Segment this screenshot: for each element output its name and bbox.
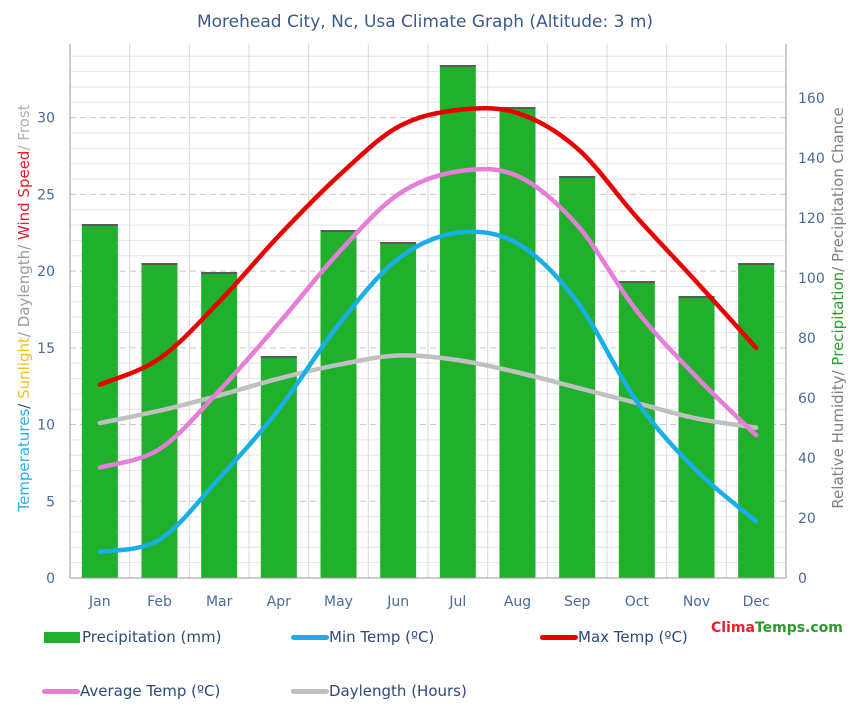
right-tick-label: 40 [798,451,816,467]
x-axis-ticks: Jan Feb Mar Apr May Jun Jul Aug Sep Oct Nov Dec [88,594,770,610]
axis-label-part: Relative Humidity/ [829,366,847,509]
x-tick-label: Oct [625,594,650,610]
temperature-lines [97,106,759,555]
left-tick-label: 30 [37,111,55,127]
x-tick-label: Nov [683,594,710,610]
right-tick-label: 20 [798,511,816,527]
precipitation-bar-jul [439,65,476,578]
right-tick-label: 140 [798,151,825,167]
min-temp-line [97,229,759,555]
left-axis-ticks: 0 5 10 15 20 25 30 [37,111,55,587]
precipitation-bar-jan [81,224,118,578]
precipitation-bar-jun [380,242,417,578]
brand-logo[interactable]: ClimaTemps.com [711,620,843,636]
precipitation-bar-aug [499,107,536,578]
right-tick-label: 160 [798,91,825,107]
right-axis-label: Relative Humidity/ Precipitation/ Precip… [829,107,847,508]
x-tick-label: Jul [448,594,466,610]
x-tick-label: Apr [267,594,291,610]
left-tick-label: 5 [46,494,55,510]
axis-label-part: Temperatures [15,409,33,513]
axis-label-part: / [15,399,33,409]
x-tick-label: Sep [564,594,591,610]
axes [69,44,787,579]
axis-label-part: Wind Speed [15,151,33,241]
brand-name: Clima [711,620,755,636]
precipitation-bar-sep [559,176,596,578]
axis-label-part: / Daylength/ [15,240,33,337]
precipitation-bar-may [320,230,357,578]
right-tick-label: 60 [798,391,816,407]
left-tick-label: 25 [37,187,55,203]
x-tick-label: Feb [147,594,172,610]
brand-suffix: Temps.com [754,620,843,636]
precipitation-bar-mar [201,272,238,578]
x-tick-label: Mar [206,594,233,610]
left-tick-label: 10 [37,418,55,434]
chart-title: Morehead City, Nc, Usa Climate Graph (Al… [197,12,653,32]
precipitation-bars [81,65,775,578]
right-tick-label: 120 [798,211,825,227]
axis-label-part: / Frost [15,104,33,150]
max-temp-line [97,106,759,387]
axis-label-part: Precipitation [829,272,847,366]
right-tick-label: 100 [798,271,825,287]
right-tick-label: 0 [798,571,807,587]
axis-label-part: / Precipitation Chance [829,107,847,272]
x-tick-label: Jan [88,594,111,610]
grid [69,44,787,579]
x-tick-label: Dec [743,594,770,610]
x-tick-label: Aug [504,594,531,610]
precipitation-bar-dec [738,263,775,578]
x-tick-label: May [324,594,353,610]
precipitation-bar-oct [618,281,655,578]
left-tick-label: 0 [46,571,55,587]
average-temp-line [97,166,759,470]
right-axis-ticks: 0 20 40 60 80 100 120 140 160 [798,91,825,587]
left-tick-label: 15 [37,341,55,357]
axis-label-part: Sunlight [15,337,33,399]
left-axis-label: Temperatures/ Sunlight/ Daylength/ Wind … [15,104,33,512]
right-tick-label: 80 [798,331,816,347]
x-tick-label: Jun [386,594,409,610]
left-tick-label: 20 [37,264,55,280]
precipitation-bar-nov [678,296,715,578]
precipitation-bar-feb [141,263,178,578]
